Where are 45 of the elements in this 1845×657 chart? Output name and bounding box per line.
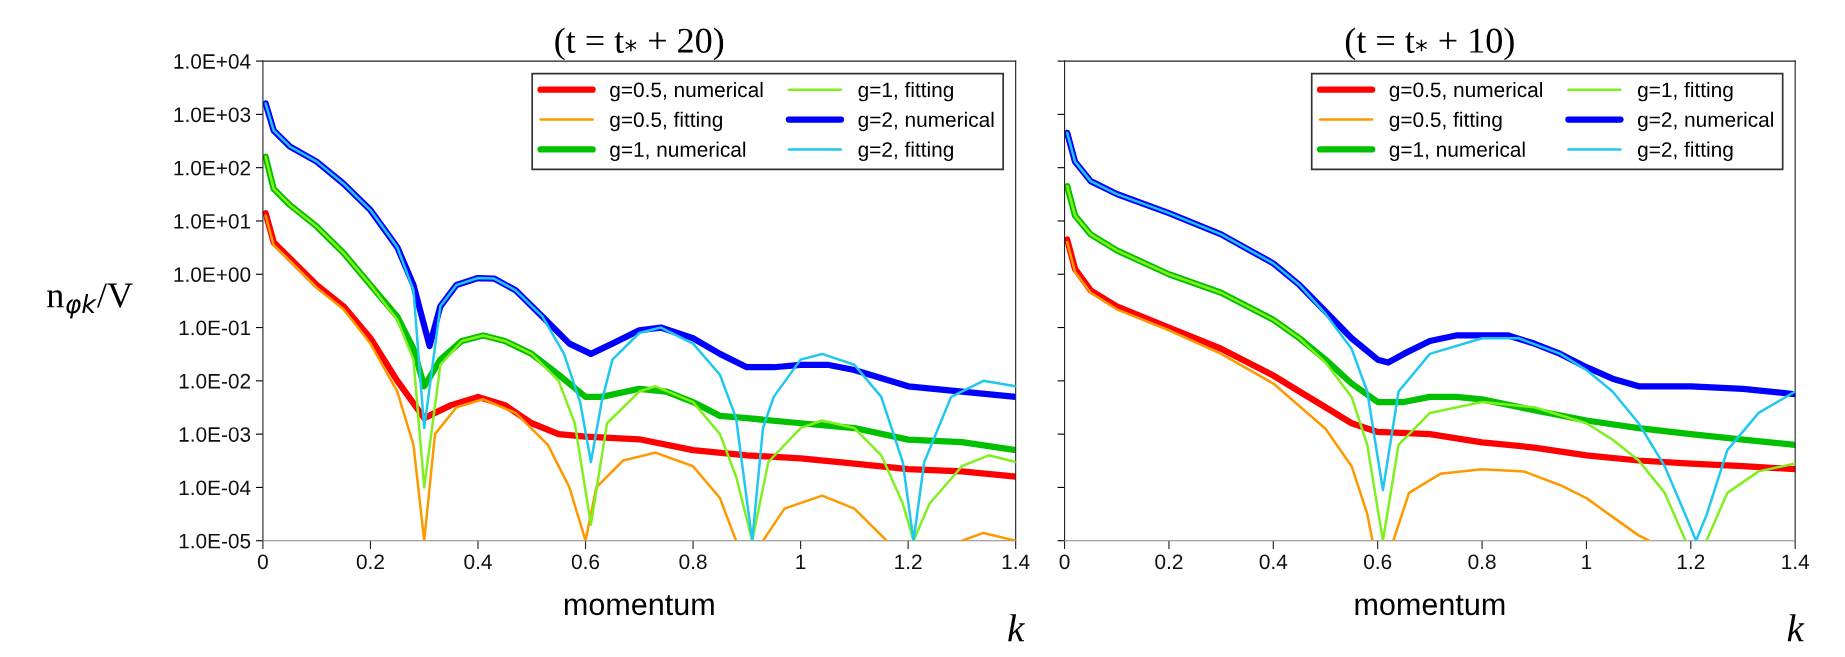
x-tick-label: 0.2 — [1155, 554, 1183, 570]
x-tick-label: 0.8 — [1468, 554, 1496, 570]
x-axis-title: momentum — [1355, 595, 1505, 616]
text: k — [1787, 614, 1805, 642]
legend-label: g=1, numerical — [1389, 141, 1525, 162]
y-tick-label: 1.0E+00 — [174, 267, 251, 283]
y-tick-label: 1.0E+04 — [174, 54, 251, 69]
x-tick-label: 1.2 — [895, 554, 922, 569]
legend-label: g=2, fitting — [1638, 141, 1733, 162]
y-tick-label: 1.0E-02 — [179, 373, 251, 389]
x-tick-label: 0.8 — [679, 554, 707, 570]
text: k — [1008, 614, 1025, 642]
y-tick-label: 1.0E+02 — [174, 160, 251, 176]
x-tick-label: 1.2 — [1677, 554, 1705, 569]
x-tick-label: 0.4 — [464, 554, 492, 570]
legend-label: g=2, numerical — [858, 111, 994, 132]
x-tick-label: 1.4 — [1782, 554, 1810, 569]
legend-label: g=1, fitting — [1638, 81, 1733, 102]
x-tick-label: 0 — [1059, 554, 1070, 570]
y-tick-label: 1.0E-03 — [179, 427, 251, 442]
y-tick-label: 1.0E-01 — [179, 320, 251, 336]
y-axis-title: n$_{φk}$/V — [47, 283, 133, 319]
legend-label: g=0.5, fitting — [1389, 111, 1502, 132]
legend-label: g=1, fitting — [858, 81, 953, 102]
legend-label: g=2, numerical — [1638, 111, 1773, 132]
x-tick-label: 0 — [257, 554, 268, 570]
x-tick-label: 0.4 — [1259, 554, 1288, 570]
x-tick-label: 1.4 — [1002, 554, 1030, 569]
x-tick-label: 0.6 — [1364, 554, 1392, 570]
y-tick-label: 1.0E-04 — [179, 480, 251, 496]
y-tick-label: 1.0E-05 — [179, 533, 251, 549]
y-tick-label: 1.0E+03 — [174, 107, 251, 123]
x-tick-label: 1 — [1582, 554, 1592, 569]
x-tick-label: 0.2 — [356, 554, 384, 570]
legend-label: g=0.5, fitting — [610, 111, 723, 132]
chart-title: (t = t$_{*}$ + 20) — [555, 27, 724, 61]
x-axis-title: momentum — [564, 595, 714, 616]
legend-label: g=2, fitting — [858, 141, 953, 162]
x-tick-label: 1 — [796, 554, 806, 569]
x-tick-label: 0.6 — [571, 554, 600, 570]
y-tick-label: 1.0E+01 — [174, 213, 251, 229]
legend-label: g=0.5, numerical — [610, 81, 763, 102]
chart-title: (t = t$_{*}$ + 10) — [1345, 27, 1514, 61]
legend-label: g=0.5, numerical — [1389, 81, 1542, 102]
legend-label: g=1, numerical — [610, 141, 746, 162]
